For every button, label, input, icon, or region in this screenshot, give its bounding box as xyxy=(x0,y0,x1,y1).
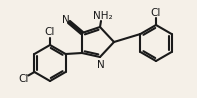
Text: N: N xyxy=(97,60,105,70)
Text: Cl: Cl xyxy=(18,74,28,83)
Text: N: N xyxy=(62,15,70,25)
Text: Cl: Cl xyxy=(45,27,55,37)
Text: Cl: Cl xyxy=(151,8,161,18)
Text: NH₂: NH₂ xyxy=(93,11,113,21)
